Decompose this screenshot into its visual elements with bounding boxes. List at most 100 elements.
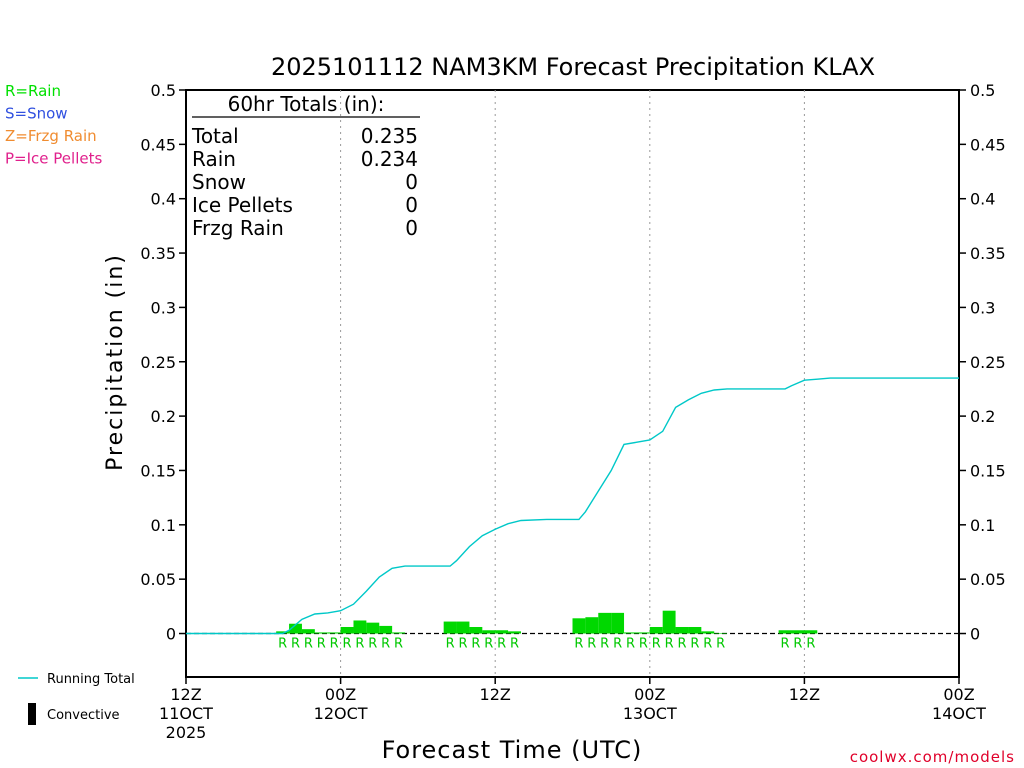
- rain-mark: R: [394, 637, 403, 652]
- precip-bar: [301, 629, 315, 634]
- rain-mark: R: [626, 637, 635, 652]
- rain-mark: R: [368, 637, 377, 652]
- ptype-legend: R=Rain S=Snow Z=Frzg Rain P=Ice Pellets: [5, 82, 102, 168]
- y-tick-label-right: 0.2: [970, 407, 995, 426]
- precip-bar: [482, 630, 496, 634]
- plot-frame: [185, 89, 960, 678]
- rain-mark: R: [716, 637, 725, 652]
- totals-label: Snow: [192, 170, 246, 194]
- legend-bar-swatch: [28, 703, 36, 725]
- rain-mark: R: [613, 637, 622, 652]
- x-tick-label: 13OCT: [623, 704, 677, 723]
- precip-bar: [456, 621, 470, 634]
- rain-mark: R: [781, 637, 790, 652]
- ptype-legend-item: R=Rain: [5, 82, 61, 100]
- precip-bar: [276, 631, 290, 634]
- precip-bar: [327, 632, 341, 634]
- rain-mark: R: [497, 637, 506, 652]
- rain-mark: R: [278, 637, 287, 652]
- totals-value: 0: [405, 193, 418, 217]
- precip-bar: [443, 621, 457, 634]
- y-axis-label: Precipitation (in): [103, 253, 128, 471]
- rain-mark: R: [304, 637, 313, 652]
- precip-bar: [675, 626, 689, 634]
- precip-bar: [508, 631, 521, 634]
- bottom-legend-label: Convective: [47, 708, 120, 723]
- rain-mark: R: [574, 637, 583, 652]
- rain-mark: R: [471, 637, 480, 652]
- x-tick-label: 12Z: [789, 685, 820, 704]
- y-tick-label: 0: [166, 625, 176, 644]
- precip-bar: [701, 631, 715, 634]
- ptype-legend-item: P=Ice Pellets: [5, 150, 102, 168]
- rain-mark: R: [458, 637, 467, 652]
- y-tick-label-right: 0.45: [970, 135, 1006, 154]
- rain-mark: R: [484, 637, 493, 652]
- precip-bar: [791, 630, 805, 634]
- credit-text: coolwx.com/models: [850, 748, 1015, 766]
- precip-bar: [314, 632, 328, 634]
- precip-bar: [289, 623, 302, 634]
- totals-value: 0.235: [361, 124, 418, 148]
- rain-mark: R: [355, 637, 364, 652]
- rain-mark: R: [665, 637, 674, 652]
- y-tick-label-right: 0.05: [970, 570, 1006, 589]
- totals-label: Ice Pellets: [192, 193, 293, 217]
- rain-mark: R: [291, 637, 300, 652]
- rain-mark: R: [793, 637, 802, 652]
- y-tick-label: 0.3: [151, 298, 176, 317]
- y-tick-label-right: 0.35: [970, 244, 1006, 263]
- rain-mark: R: [806, 637, 815, 652]
- rain-mark: R: [587, 637, 596, 652]
- rain-mark: R: [343, 637, 352, 652]
- totals-label: Total: [191, 124, 239, 148]
- totals-value: 0.234: [361, 147, 418, 171]
- y-tick-label-right: 0.15: [970, 461, 1006, 480]
- rain-mark: R: [381, 637, 390, 652]
- y-tick-label: 0.05: [140, 570, 176, 589]
- y-tick-label-right: 0.3: [970, 298, 995, 317]
- precip-bar: [379, 625, 393, 634]
- bar-series: [276, 610, 818, 634]
- x-tick-label: 00Z: [634, 685, 665, 704]
- rain-mark: R: [690, 637, 699, 652]
- bottom-legend-label: Running Total: [47, 672, 135, 687]
- precip-bar: [688, 626, 702, 634]
- x-tick-label: 11OCT: [159, 704, 213, 723]
- bottom-legend: Running Total Convective: [18, 672, 135, 725]
- x-tick-label: 12OCT: [314, 704, 368, 723]
- rain-mark: R: [703, 637, 712, 652]
- y-axis-left: 0 0.05 0.1 0.15 0.2 0.25 0.3 0.35 0.4 0.45 0.5: [140, 81, 186, 644]
- precip-bar: [714, 632, 728, 634]
- chart-title: 2025101112 NAM3KM Forecast Precipitation…: [271, 53, 875, 81]
- y-tick-label: 0.5: [151, 81, 176, 100]
- y-tick-label-right: 0.4: [970, 190, 995, 209]
- rain-mark: R: [446, 637, 455, 652]
- rain-mark: R: [600, 637, 609, 652]
- totals-header: 60hr Totals (in):: [228, 92, 385, 116]
- totals-value: 0: [405, 170, 418, 194]
- x-tick-label: 00Z: [325, 685, 356, 704]
- totals-label: Rain: [192, 147, 236, 171]
- y-tick-label: 0.45: [140, 135, 176, 154]
- rain-mark: R: [317, 637, 326, 652]
- rain-mark: R: [330, 637, 339, 652]
- totals-value: 0: [405, 216, 418, 240]
- x-tick-label: 14OCT: [932, 704, 986, 723]
- precip-bar: [778, 630, 792, 634]
- rain-mark: R: [677, 637, 686, 652]
- y-tick-label-right: 0.1: [970, 516, 995, 535]
- precip-bar: [340, 626, 354, 634]
- x-axis-label: Forecast Time (UTC): [382, 736, 643, 764]
- precip-bar: [649, 626, 663, 634]
- y-tick-label: 0.15: [140, 461, 176, 480]
- precip-bar: [469, 626, 483, 634]
- rain-mark: R: [652, 637, 661, 652]
- y-tick-label-right: 0: [970, 625, 980, 644]
- y-tick-label: 0.2: [151, 407, 176, 426]
- precip-bar: [585, 617, 599, 634]
- precip-bar: [366, 622, 380, 634]
- rain-mark: R: [639, 637, 648, 652]
